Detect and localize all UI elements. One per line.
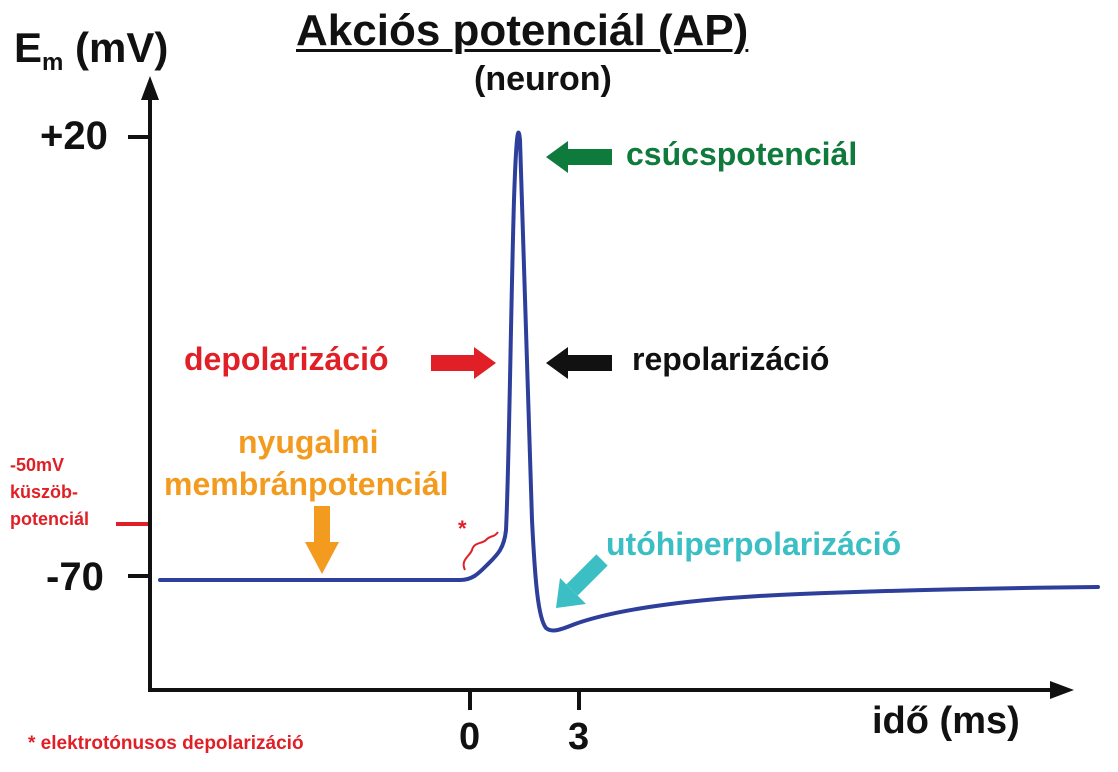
y-axis-subscript: m (42, 49, 64, 76)
y-axis-symbol: E (14, 24, 43, 71)
y-tick-label-minus70: -70 (46, 555, 104, 599)
x-axis-arrowhead (1050, 681, 1074, 699)
action-potential-curve (158, 130, 1100, 633)
threshold-line-2: küszöb- (10, 482, 79, 502)
y-tick-label-plus20: +20 (40, 114, 108, 158)
afterhyper-arrow-icon (556, 554, 608, 608)
x-axis-label: idő (ms) (872, 700, 1020, 742)
x-tick-label-0: 0 (459, 716, 481, 758)
x-tick-label-3: 3 (568, 716, 590, 758)
footnote: * elektrotónusos depolarizáció (28, 733, 304, 754)
afterhyper-label: utóhiperpolarizáció (606, 526, 902, 562)
resting-label-line1: nyugalmi (238, 424, 379, 460)
repolarization-arrow-icon (546, 347, 612, 379)
diagram-subtitle: (neuron) (474, 60, 612, 98)
y-axis-arrowhead (141, 76, 159, 100)
threshold-label: -50mV küszöb- potenciál (10, 452, 89, 533)
electrotonic-marker: * (458, 516, 467, 541)
peak-label: csúcspotenciál (626, 136, 858, 172)
depolarization-arrow-icon (431, 347, 496, 379)
electrotonic-squiggle (462, 531, 499, 571)
repolarization-label: repolarizáció (632, 341, 830, 377)
threshold-line-1: -50mV (10, 455, 65, 475)
y-axis-unit: (mV) (75, 24, 169, 71)
peak-arrow-icon (546, 141, 612, 173)
diagram-title: Akciós potenciál (AP) (296, 6, 749, 55)
depolarization-label: depolarizáció (184, 341, 389, 377)
threshold-line-3: potenciál (10, 509, 90, 529)
y-axis-label: Em (mV) (14, 24, 168, 77)
resting-arrow-icon (305, 506, 339, 574)
resting-label-line2: membránpotenciál (164, 466, 449, 502)
